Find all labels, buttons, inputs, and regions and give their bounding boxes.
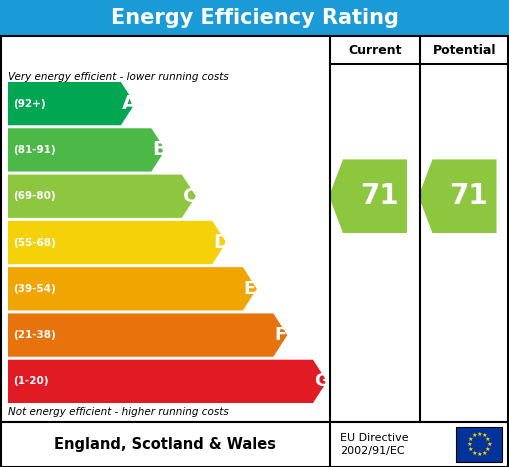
Text: D: D [213,233,230,252]
Text: Energy Efficiency Rating: Energy Efficiency Rating [110,8,399,28]
Bar [456,427,502,462]
Text: ★: ★ [468,437,473,442]
Bar [1,422,508,467]
Text: (1-20): (1-20) [13,376,48,386]
Text: ★: ★ [481,433,487,439]
Polygon shape [8,221,227,264]
Polygon shape [8,128,165,171]
Text: ★: ★ [476,452,482,457]
Text: ★: ★ [471,433,477,439]
Text: England, Scotland & Wales: England, Scotland & Wales [54,437,276,452]
Text: Very energy efficient - lower running costs: Very energy efficient - lower running co… [8,72,229,82]
Text: ★: ★ [468,447,473,452]
Polygon shape [8,175,196,218]
Text: (21-38): (21-38) [13,330,56,340]
Text: (69-80): (69-80) [13,191,55,201]
Text: Current: Current [348,43,402,57]
Text: (92+): (92+) [13,99,46,109]
Bar [0,0,509,36]
Text: A: A [122,94,137,113]
Text: EU Directive
2002/91/EC: EU Directive 2002/91/EC [340,433,409,456]
Text: B: B [152,141,167,159]
Text: ★: ★ [471,451,477,456]
Text: ★: ★ [481,451,487,456]
Text: E: E [244,280,256,298]
Text: Potential: Potential [433,43,496,57]
Text: C: C [183,187,197,206]
Polygon shape [8,82,135,125]
Bar [1,36,508,422]
Text: ★: ★ [486,442,492,447]
Polygon shape [8,267,257,311]
Text: ★: ★ [466,442,472,447]
Polygon shape [8,313,288,357]
Text: ★: ★ [485,447,491,452]
Text: Not energy efficient - higher running costs: Not energy efficient - higher running co… [8,407,229,417]
Text: (81-91): (81-91) [13,145,55,155]
Polygon shape [8,360,327,403]
Text: (39-54): (39-54) [13,284,56,294]
Text: ★: ★ [476,432,482,437]
Text: G: G [314,372,329,390]
Text: 71: 71 [360,182,399,210]
Text: (55-68): (55-68) [13,238,56,248]
Text: ★: ★ [485,437,491,442]
Polygon shape [418,159,496,233]
Polygon shape [329,159,407,233]
Text: 71: 71 [449,182,488,210]
Text: F: F [274,326,287,344]
